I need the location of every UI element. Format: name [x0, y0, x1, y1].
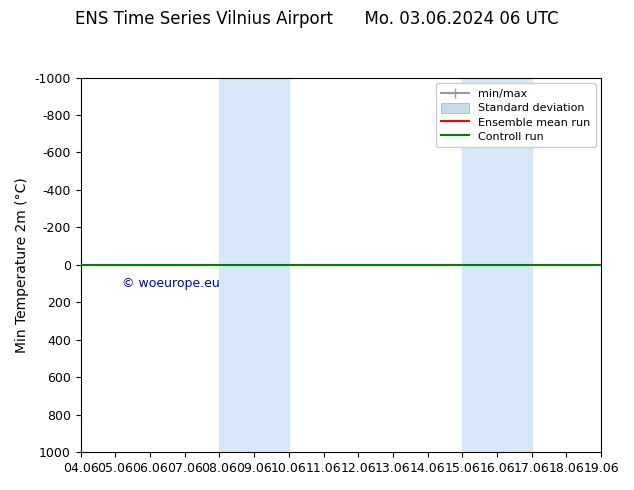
Text: © woeurope.eu: © woeurope.eu [122, 277, 220, 290]
Y-axis label: Min Temperature 2m (°C): Min Temperature 2m (°C) [15, 177, 29, 353]
Legend: min/max, Standard deviation, Ensemble mean run, Controll run: min/max, Standard deviation, Ensemble me… [436, 83, 595, 147]
Bar [219, 77, 289, 452]
Bar [462, 77, 532, 452]
Text: ENS Time Series Vilnius Airport      Mo. 03.06.2024 06 UTC: ENS Time Series Vilnius Airport Mo. 03.0… [75, 10, 559, 28]
